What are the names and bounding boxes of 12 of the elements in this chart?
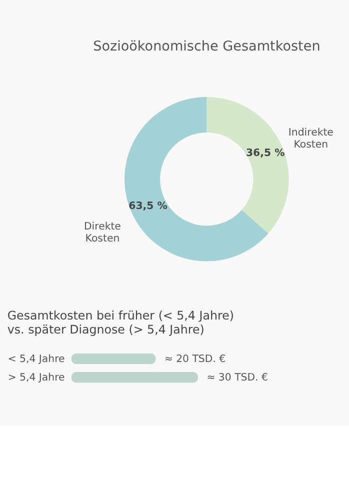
data-label: ≈ 20 TSD. € — [164, 354, 226, 366]
y-tick-label: < 5,4 Jahre — [8, 354, 65, 366]
data-label: 63,5 % — [128, 201, 168, 212]
y-tick-label: > 5,4 Jahre — [8, 372, 65, 384]
chart-title: Gesamtkosten bei früher (< 5,4 Jahre) vs. später Diagnose (> 5,4 Jahre) — [7, 308, 234, 336]
donut-slice — [124, 96, 268, 262]
data-label: ≈ 30 TSD. € — [206, 372, 268, 384]
slice-label: Indirekte Kosten — [288, 127, 334, 150]
chart-title: Sozioökonomische Gesamtkosten — [93, 38, 320, 54]
donut-slice — [206, 96, 289, 234]
data-label: 36,5 % — [246, 148, 285, 160]
slice-label: Direkte Kosten — [84, 222, 121, 244]
